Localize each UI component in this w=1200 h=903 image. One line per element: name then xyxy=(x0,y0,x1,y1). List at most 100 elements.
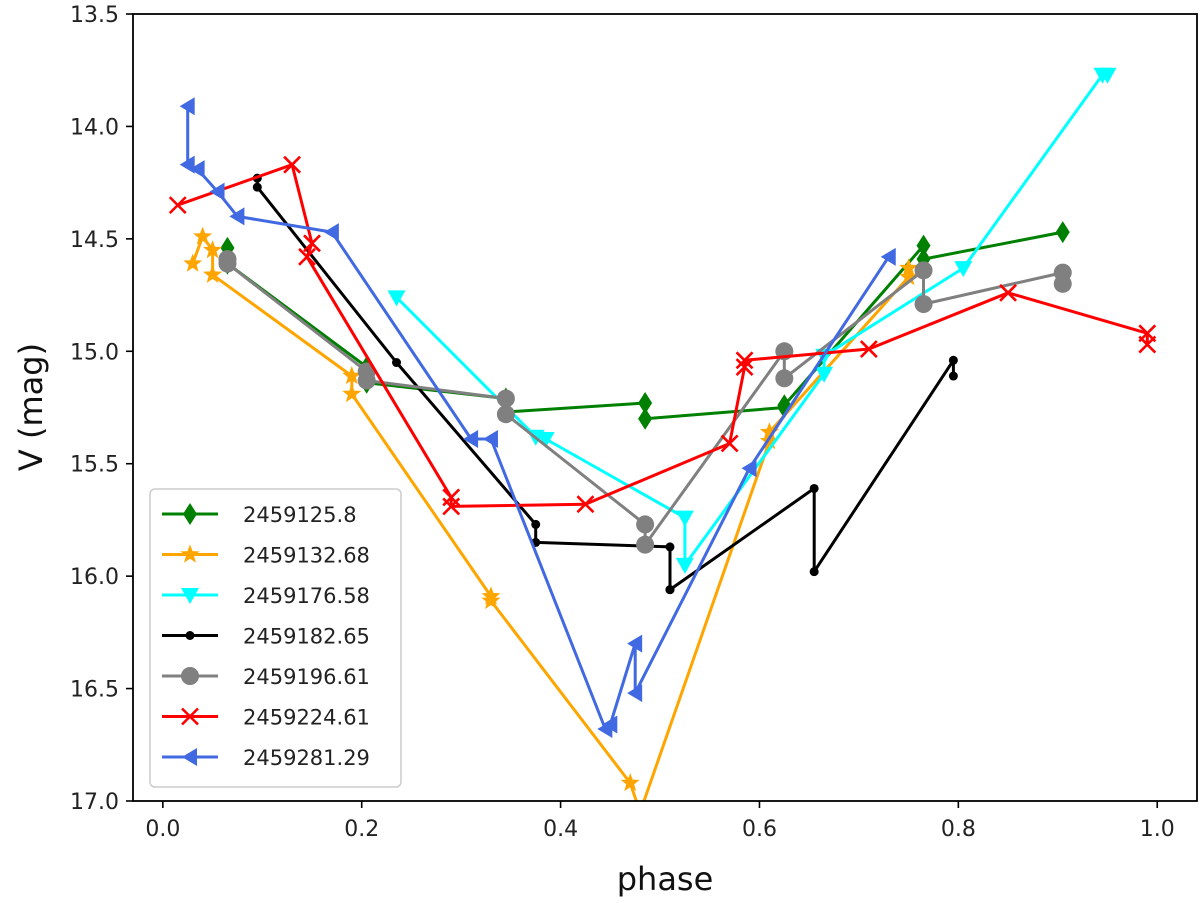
legend-marker xyxy=(185,631,195,640)
plot-frame xyxy=(132,13,1198,802)
data-point xyxy=(1098,67,1117,84)
data-point xyxy=(357,371,376,390)
data-point xyxy=(496,389,515,408)
data-point xyxy=(220,236,235,259)
data-point xyxy=(899,258,919,277)
legend-marker xyxy=(181,588,199,604)
y-tick-label: 16.0 xyxy=(70,565,119,590)
series-2459281.29 xyxy=(179,97,896,739)
legend-label: 2459176.58 xyxy=(243,584,370,608)
y-axis-label: V (mag) xyxy=(12,343,50,471)
data-point xyxy=(638,407,653,430)
y-tick-label: 14.0 xyxy=(70,115,119,140)
y-tick-label: 15.5 xyxy=(70,453,119,478)
data-point xyxy=(880,247,896,266)
data-point xyxy=(387,290,406,307)
data-point xyxy=(189,160,205,179)
data-point xyxy=(576,495,595,514)
data-point xyxy=(627,684,643,703)
legend-entry: 2459176.58 xyxy=(162,584,370,608)
x-axis-ticks: 0.0 0.2 0.4 0.6 0.8 1.0 xyxy=(145,801,1175,842)
data-point xyxy=(323,223,339,242)
series-2459196.61 xyxy=(218,250,1072,554)
data-point xyxy=(203,240,223,259)
legend-marker xyxy=(180,544,200,563)
data-point xyxy=(916,234,931,257)
data-point xyxy=(620,773,640,792)
legend: 2459125.8 2459132.68 2459176.58 2459182.65 2… xyxy=(149,488,402,788)
data-point xyxy=(342,366,362,385)
legend-label: 2459224.61 xyxy=(243,706,370,730)
data-point xyxy=(303,234,321,253)
data-point xyxy=(914,295,933,314)
legend-label: 2459125.8 xyxy=(243,503,357,527)
data-point xyxy=(675,510,694,527)
data-point xyxy=(815,366,834,383)
data-point xyxy=(859,340,878,358)
legend-entry: 2459281.29 xyxy=(162,746,370,770)
data-point xyxy=(442,497,461,516)
x-axis-label: phase xyxy=(617,860,714,898)
data-point xyxy=(252,182,262,192)
y-tick-label: 17.0 xyxy=(70,790,119,815)
data-point xyxy=(531,519,541,529)
data-point xyxy=(209,182,225,201)
data-point xyxy=(463,429,479,448)
x-tick-label: 0.0 xyxy=(145,817,180,842)
data-point xyxy=(536,431,555,448)
data-point xyxy=(775,369,794,388)
legend-entry: 2459125.8 xyxy=(162,503,357,527)
data-point xyxy=(482,429,498,448)
data-point xyxy=(203,264,223,283)
data-point xyxy=(720,434,739,453)
data-point xyxy=(168,196,187,215)
legend-marker xyxy=(183,503,197,525)
data-point xyxy=(229,207,245,226)
data-point xyxy=(481,590,501,609)
data-point xyxy=(914,261,933,280)
data-point xyxy=(298,247,316,266)
y-axis-ticks: 13.5 14.0 14.5 15.0 15.5 16.0 16.5 17.0 xyxy=(70,3,133,815)
legend-label: 2459132.68 xyxy=(243,544,370,568)
legend-box xyxy=(149,488,402,788)
legend-marker xyxy=(181,707,199,726)
data-point xyxy=(283,155,302,174)
data-point xyxy=(735,358,754,376)
data-point xyxy=(1138,335,1157,354)
x-tick-label: 0.2 xyxy=(344,817,379,842)
data-point xyxy=(496,405,515,424)
series-layer xyxy=(168,67,1157,801)
y-tick-label: 16.5 xyxy=(70,678,119,703)
data-point xyxy=(636,515,655,534)
series-2459182.65 xyxy=(252,173,958,595)
data-point xyxy=(218,254,237,273)
y-tick-label: 15.0 xyxy=(70,340,119,365)
data-point xyxy=(342,384,362,403)
data-point xyxy=(179,97,195,116)
data-point xyxy=(809,483,819,493)
legend-label: 2459182.65 xyxy=(243,625,370,649)
legend-marker xyxy=(181,667,199,685)
data-point xyxy=(1053,274,1072,293)
legend-marker xyxy=(182,748,197,766)
series-2459224.61 xyxy=(168,155,1157,516)
data-point xyxy=(665,585,675,595)
data-point xyxy=(636,535,655,554)
data-point xyxy=(627,634,643,653)
y-tick-label: 14.5 xyxy=(70,228,119,253)
data-point xyxy=(602,715,618,734)
series-2459132.68 xyxy=(183,226,919,801)
legend-entry: 2459182.65 xyxy=(162,625,370,649)
x-tick-label: 0.4 xyxy=(543,817,578,842)
x-tick-label: 0.6 xyxy=(742,817,777,842)
legend-entry: 2459196.61 xyxy=(162,665,370,689)
data-point xyxy=(809,567,819,577)
data-point xyxy=(638,392,653,415)
legend-label: 2459281.29 xyxy=(243,746,370,770)
data-point xyxy=(193,226,213,245)
x-tick-label: 0.8 xyxy=(941,817,976,842)
data-point xyxy=(1055,221,1070,244)
legend-label: 2459196.61 xyxy=(243,665,370,689)
data-point xyxy=(183,253,203,272)
